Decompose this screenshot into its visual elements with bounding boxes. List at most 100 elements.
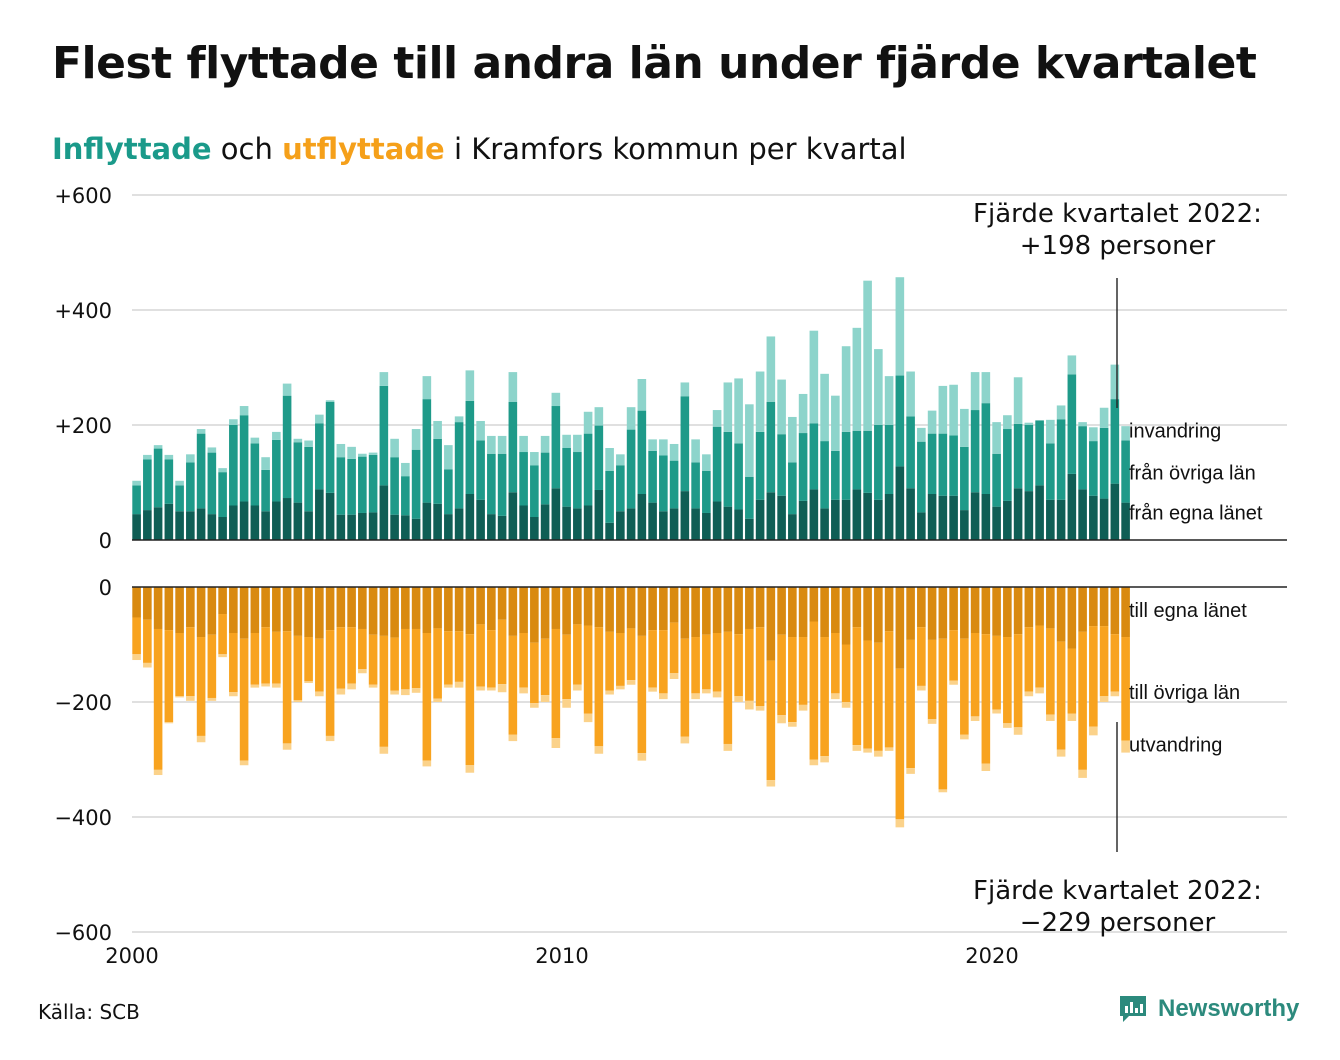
y-tick-label-bottom: −600 xyxy=(54,921,112,945)
bar-inflow-other-counties xyxy=(1121,440,1130,503)
bar-inflow-own-county xyxy=(605,522,614,540)
bar-inflow-other-counties xyxy=(465,400,475,494)
bar-inflow-other-counties xyxy=(680,396,690,492)
bar-outflow-emigration xyxy=(476,686,485,691)
bar-inflow-immigration xyxy=(583,411,593,434)
bar-inflow-own-county xyxy=(229,505,238,540)
bar-inflow-immigration xyxy=(358,453,367,457)
bar-outflow-own-county xyxy=(411,587,421,629)
bar-outflow-own-county xyxy=(1056,587,1066,642)
bar-inflow-other-counties xyxy=(831,450,840,500)
bar-inflow-other-counties xyxy=(637,410,647,494)
bar-inflow-immigration xyxy=(325,400,335,402)
x-tick-label: 2010 xyxy=(535,944,588,968)
bar-outflow-own-county xyxy=(315,587,324,639)
bar-inflow-own-county xyxy=(755,499,765,540)
bar-outflow-own-county xyxy=(325,587,335,631)
bar-inflow-other-counties xyxy=(540,452,550,505)
bar-outflow-emigration xyxy=(508,734,518,742)
bar-inflow-immigration xyxy=(626,407,636,430)
bar-outflow-own-county xyxy=(874,587,883,643)
bar-outflow-own-county xyxy=(358,587,367,629)
legend-label-bottom: till egna länet xyxy=(1129,600,1247,622)
subtitle-rest: i Kramfors kommun per kvartal xyxy=(453,132,907,166)
bar-outflow-emigration xyxy=(820,756,829,763)
bar-outflow-own-county xyxy=(282,587,292,632)
bar-inflow-own-county xyxy=(691,508,700,540)
bar-inflow-own-county xyxy=(239,501,249,540)
bar-inflow-other-counties xyxy=(562,448,571,507)
bar-inflow-own-county xyxy=(573,508,582,540)
y-tick-label-bottom: 0 xyxy=(99,576,112,600)
bar-inflow-other-counties xyxy=(960,446,969,511)
chart-subtitle: Inflyttade och utflyttade i Kramfors kom… xyxy=(52,132,907,166)
y-tick-label-top: 0 xyxy=(99,529,112,553)
bar-outflow-other-counties xyxy=(874,642,883,751)
bar-inflow-immigration xyxy=(272,431,281,440)
bar-inflow-immigration xyxy=(874,349,883,425)
bar-outflow-other-counties xyxy=(315,638,324,692)
bar-outflow-emigration xyxy=(798,704,808,711)
bar-inflow-own-county xyxy=(336,514,346,540)
bar-inflow-immigration xyxy=(616,454,625,466)
bar-inflow-other-counties xyxy=(798,433,808,501)
bar-outflow-own-county xyxy=(272,587,281,632)
annotation-bottom-line1: Fjärde kvartalet 2022: xyxy=(973,876,1262,906)
bar-outflow-own-county xyxy=(1110,587,1120,635)
bar-outflow-own-county xyxy=(562,587,571,635)
bar-inflow-own-county xyxy=(680,491,690,540)
bar-outflow-other-counties xyxy=(444,631,453,685)
bar-outflow-other-counties xyxy=(519,633,528,688)
bar-inflow-own-county xyxy=(476,499,485,540)
bar-outflow-emigration xyxy=(164,722,174,724)
bar-outflow-own-county xyxy=(1003,587,1012,638)
bar-inflow-immigration xyxy=(981,372,991,404)
newsworthy-logo[interactable]: Newsworthy xyxy=(1118,994,1299,1024)
bar-inflow-other-counties xyxy=(895,375,905,467)
bar-inflow-other-counties xyxy=(573,452,582,509)
bar-inflow-own-county xyxy=(884,494,894,540)
bar-inflow-other-counties xyxy=(487,453,496,515)
bar-outflow-other-counties xyxy=(648,630,657,688)
bar-inflow-other-counties xyxy=(422,399,432,503)
bar-outflow-other-counties xyxy=(1024,627,1034,692)
bar-outflow-own-county xyxy=(336,587,346,628)
bar-outflow-other-counties xyxy=(691,637,700,694)
bar-outflow-other-counties xyxy=(1067,648,1077,714)
bar-inflow-own-county xyxy=(422,502,432,540)
bar-inflow-immigration xyxy=(927,410,937,434)
bar-outflow-emigration xyxy=(540,695,550,702)
bar-inflow-own-county xyxy=(540,504,550,540)
bar-inflow-own-county xyxy=(626,508,636,540)
y-tick-label-top: +200 xyxy=(54,414,112,438)
bar-outflow-own-county xyxy=(390,587,399,638)
bar-outflow-emigration xyxy=(229,692,238,697)
bar-outflow-other-counties xyxy=(508,635,518,735)
legend-label-bottom: utvandring xyxy=(1129,735,1222,757)
bar-outflow-emigration xyxy=(401,689,410,696)
bar-inflow-immigration xyxy=(476,420,485,441)
bar-inflow-other-counties xyxy=(1110,399,1120,484)
bar-outflow-other-counties xyxy=(143,619,152,663)
bar-outflow-other-counties xyxy=(1078,631,1087,770)
bar-outflow-emigration xyxy=(293,700,303,702)
bar-outflow-other-counties xyxy=(605,631,614,691)
bar-outflow-emigration xyxy=(874,750,883,757)
bar-inflow-own-county xyxy=(1110,483,1120,540)
bar-inflow-immigration xyxy=(368,452,378,455)
bar-outflow-own-county xyxy=(132,587,141,618)
bar-inflow-other-counties xyxy=(1024,425,1034,492)
bar-inflow-own-county xyxy=(981,494,991,540)
bar-outflow-other-counties xyxy=(358,628,367,670)
bar-outflow-emigration xyxy=(906,768,915,774)
bar-outflow-other-counties xyxy=(1099,626,1109,697)
bar-outflow-emigration xyxy=(917,685,926,691)
bar-inflow-other-counties xyxy=(648,450,657,503)
bar-inflow-own-county xyxy=(863,492,872,540)
bar-inflow-own-county xyxy=(745,518,754,540)
bar-outflow-other-counties xyxy=(573,624,582,685)
bar-outflow-own-county xyxy=(153,587,163,629)
bar-inflow-immigration xyxy=(153,445,163,449)
bar-inflow-immigration xyxy=(530,452,539,466)
bar-outflow-own-county xyxy=(196,587,206,638)
